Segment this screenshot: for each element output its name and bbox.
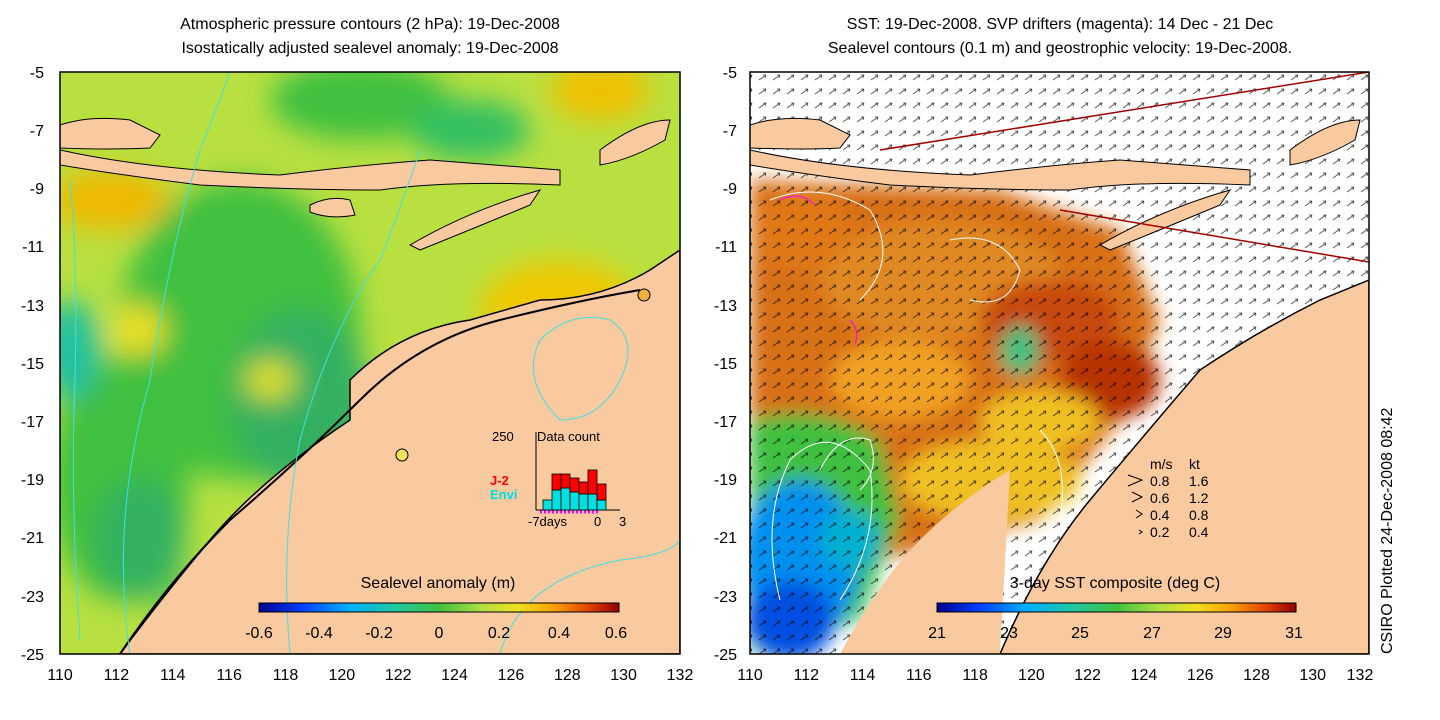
right-y-tick: -17 [714, 414, 737, 431]
right-x-tick: 116 [906, 667, 932, 684]
right-y-tick: -7 [723, 123, 737, 140]
right-x-tick: 128 [1243, 667, 1270, 684]
sst-colorbar-title: 3-day SST composite (deg C) [1010, 575, 1220, 592]
histogram-x-label: -7days [528, 514, 568, 529]
legend-ms-value: 0.2 [1150, 524, 1170, 540]
right-y-tick: -23 [714, 589, 737, 606]
right-x-axis: 110 112 114 116 118 120 122 124 126 128 … [737, 667, 1373, 684]
right-x-tick: 118 [962, 667, 988, 684]
left-y-tick: -7 [30, 123, 44, 140]
sst-colorbar-tick: 29 [1214, 625, 1232, 642]
left-y-tick: -13 [21, 298, 44, 315]
sla-colorbar-tick: 0.4 [548, 625, 570, 642]
sst-colorbar: 3-day SST composite (deg C) 21 23 25 27 … [928, 575, 1303, 642]
legend-kt-value: 1.6 [1189, 473, 1209, 489]
right-y-tick: -13 [714, 298, 737, 315]
right-x-tick: 130 [1299, 667, 1326, 684]
right-title-line2: Sealevel contours (0.1 m) and geostrophi… [827, 40, 1293, 57]
plot-credit: CSIRO Plotted 24-Dec-2008 08:42 [1379, 408, 1396, 654]
histogram-series-envi: Envi [490, 487, 517, 502]
left-title-line1: Atmospheric pressure contours (2 hPa): 1… [180, 16, 560, 33]
sla-colorbar-tick: -0.4 [305, 625, 333, 642]
left-x-tick: 132 [667, 667, 694, 684]
sst-colorbar-tick: 25 [1071, 625, 1089, 642]
sla-colorbar-tick: -0.2 [365, 625, 393, 642]
left-y-tick: -21 [21, 530, 44, 547]
right-y-axis: -5 -7 -9 -11 -13 -15 -17 -19 -21 -23 -25 [714, 65, 737, 664]
sst-map [750, 72, 1369, 654]
left-title-line2: Isostatically adjusted sealevel anomaly:… [181, 40, 559, 57]
left-y-tick: -23 [21, 589, 44, 606]
histogram-x-label: 0 [594, 514, 601, 529]
sla-colorbar-tick: 0.6 [605, 625, 627, 642]
data-count-histogram: 250 Data count J-2 Envi -7days 0 3 [490, 429, 626, 529]
right-y-tick: -9 [723, 181, 737, 198]
left-y-tick: -17 [21, 414, 44, 431]
legend-header-ms: m/s [1150, 456, 1173, 472]
left-y-tick: -11 [22, 239, 44, 256]
right-y-tick: -15 [714, 356, 737, 373]
legend-ms-value: 0.4 [1150, 507, 1170, 523]
right-x-tick: 112 [794, 667, 820, 684]
left-x-tick: 112 [104, 667, 130, 684]
right-x-tick: 114 [850, 667, 876, 684]
sla-colorbar: Sealevel anomaly (m) -0.6 -0.4 -0.2 0 0.… [245, 575, 627, 642]
left-x-tick: 124 [441, 667, 468, 684]
right-x-tick: 120 [1018, 667, 1045, 684]
right-title-line1: SST: 19-Dec-2008. SVP drifters (magenta)… [846, 16, 1274, 33]
left-x-tick: 110 [47, 667, 73, 684]
right-y-tick: -19 [714, 472, 737, 489]
sst-colorbar-tick: 23 [1000, 625, 1018, 642]
left-y-tick: -15 [21, 356, 44, 373]
left-x-tick: 126 [498, 667, 525, 684]
right-x-tick: 124 [1131, 667, 1158, 684]
left-y-tick: -9 [30, 181, 44, 198]
sst-colorbar-tick: 21 [928, 625, 946, 642]
right-x-tick: 132 [1347, 667, 1374, 684]
left-x-tick: 116 [216, 667, 242, 684]
histogram-ymax-label: 250 [492, 429, 514, 444]
histogram-series-j2: J-2 [490, 473, 509, 488]
left-x-tick: 122 [385, 667, 412, 684]
legend-kt-value: 0.4 [1189, 524, 1209, 540]
left-x-tick: 114 [160, 667, 186, 684]
histogram-bars [542, 469, 607, 511]
right-x-tick: 122 [1074, 667, 1101, 684]
right-y-tick: -25 [714, 647, 737, 664]
left-y-tick: -25 [21, 647, 44, 664]
legend-kt-value: 0.8 [1189, 507, 1209, 523]
sla-colorbar-tick: -0.6 [245, 625, 273, 642]
sla-colorbar-tick: 0 [435, 625, 444, 642]
right-y-tick: -21 [714, 530, 737, 547]
legend-header-kt: kt [1189, 456, 1200, 472]
left-x-tick: 128 [554, 667, 581, 684]
sla-colorbar-title: Sealevel anomaly (m) [361, 575, 516, 592]
left-y-tick: -5 [30, 65, 44, 82]
histogram-x-label: 3 [619, 514, 626, 529]
legend-kt-value: 1.2 [1189, 490, 1209, 506]
legend-ms-value: 0.8 [1150, 473, 1170, 489]
velocity-legend: m/s kt 0.8 1.6 0.6 1.2 0.4 0.8 0.2 0.4 [1127, 456, 1209, 540]
left-x-tick: 120 [328, 667, 355, 684]
left-field [60, 72, 680, 654]
left-x-tick: 118 [273, 667, 299, 684]
left-y-tick: -19 [21, 472, 44, 489]
legend-ms-value: 0.6 [1150, 490, 1170, 506]
histogram-title: Data count [537, 429, 600, 444]
right-x-tick: 110 [737, 667, 763, 684]
sst-colorbar-tick: 27 [1143, 625, 1161, 642]
left-x-tick: 130 [610, 667, 637, 684]
right-y-tick: -11 [715, 239, 737, 256]
sst-colorbar-tick: 31 [1285, 625, 1303, 642]
left-x-axis: 110 112 114 116 118 120 122 124 126 128 … [47, 667, 693, 684]
right-y-tick: -5 [723, 65, 737, 82]
left-y-axis: -5 -7 -9 -11 -13 -15 -17 -19 -21 -23 -25 [21, 65, 44, 664]
right-x-tick: 126 [1187, 667, 1214, 684]
sla-colorbar-tick: 0.2 [488, 625, 510, 642]
